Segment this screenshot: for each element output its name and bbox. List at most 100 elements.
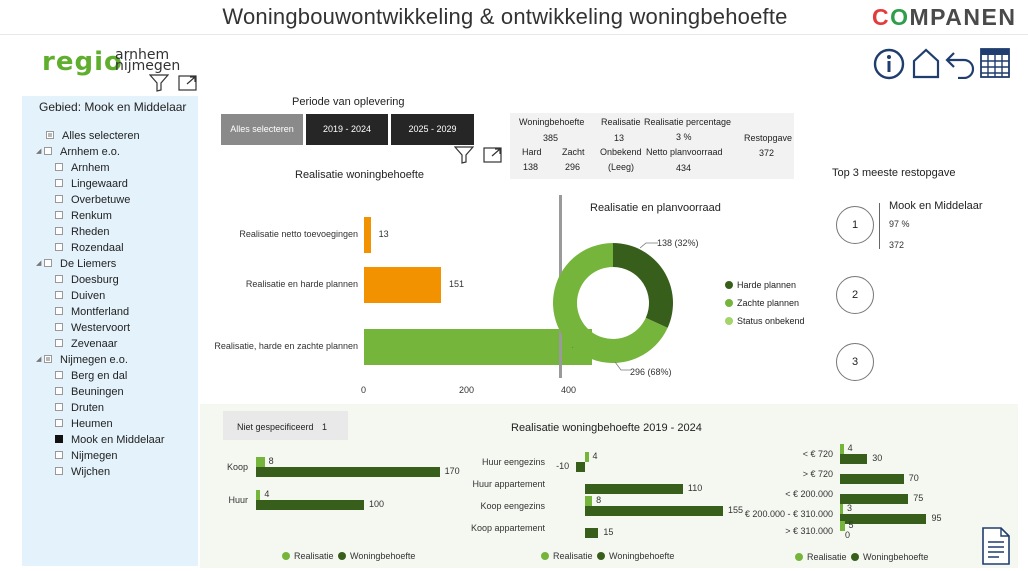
slicer-item[interactable]: Lingewaard	[55, 177, 128, 191]
checkbox[interactable]	[44, 147, 52, 156]
bar-realisatie[interactable]	[585, 452, 589, 462]
checkbox[interactable]	[55, 195, 63, 204]
report-icon[interactable]	[981, 527, 1011, 565]
bar-woningbehoefte[interactable]	[840, 494, 909, 504]
checkbox[interactable]	[55, 307, 63, 316]
chart1-bar[interactable]	[364, 329, 592, 365]
slicer-item[interactable]: Beuningen	[55, 385, 124, 399]
slicer-item[interactable]: Zevenaar	[55, 337, 117, 351]
slicer-item[interactable]: Mook en Middelaar	[55, 433, 165, 447]
bar-woningbehoefte[interactable]	[256, 467, 440, 477]
chart1-bar[interactable]	[364, 267, 441, 303]
top3-first-value: 372	[889, 240, 905, 250]
focus-mode-icon[interactable]	[483, 146, 503, 164]
kpi-label-woningbehoefte: Woningbehoefte	[519, 117, 585, 127]
checkbox[interactable]	[55, 435, 63, 444]
legend-zachte-plannen: Zachte plannen	[725, 298, 799, 308]
slicer-item[interactable]: Montferland	[55, 305, 129, 319]
bar-woningbehoefte[interactable]	[585, 506, 723, 516]
info-icon[interactable]	[873, 48, 905, 80]
bar-woningbehoefte[interactable]	[840, 514, 927, 524]
slicer-item[interactable]: Arnhem	[55, 161, 110, 175]
checkbox[interactable]	[55, 227, 63, 236]
filter-icon[interactable]	[149, 74, 169, 92]
bar-realisatie[interactable]	[840, 521, 845, 531]
slicer-item[interactable]: Berg en dal	[55, 369, 127, 383]
checkbox[interactable]	[55, 419, 63, 428]
checkbox[interactable]	[55, 275, 63, 284]
checkbox[interactable]	[55, 467, 63, 476]
slicer-item[interactable]: Renkum	[55, 209, 112, 223]
checkbox[interactable]	[44, 355, 52, 364]
slicer-item[interactable]: Overbetuwe	[55, 193, 130, 207]
bar-woningbehoefte[interactable]	[585, 528, 599, 538]
checkbox[interactable]	[55, 179, 63, 188]
top3-title: Top 3 meeste restopgave	[832, 167, 956, 179]
checkbox[interactable]	[55, 163, 63, 172]
chart1-bar[interactable]	[364, 217, 371, 253]
slicer-item[interactable]: ◢ Nijmegen e.o.	[36, 353, 128, 367]
focus-mode-icon[interactable]	[178, 74, 198, 92]
checkbox[interactable]	[55, 211, 63, 220]
slicer-item[interactable]: ◢ Arnhem e.o.	[36, 145, 120, 159]
bar-realisatie[interactable]	[256, 490, 261, 500]
slicer-item[interactable]: Druten	[55, 401, 104, 415]
collapse-caret-icon[interactable]: ◢	[36, 148, 42, 156]
home-icon[interactable]	[911, 47, 941, 79]
bar-realisatie[interactable]	[840, 444, 844, 454]
slicer-item[interactable]: Alles selecteren	[46, 129, 140, 143]
bar-woningbehoefte-value: 30	[872, 453, 883, 463]
bottom-category-label: Huur	[228, 495, 248, 505]
bar-woningbehoefte[interactable]	[576, 462, 585, 472]
slicer-item-label: De Liemers	[60, 258, 117, 270]
bar-woningbehoefte[interactable]	[256, 500, 364, 510]
checkbox[interactable]	[55, 451, 63, 460]
chart1-value-label: 13	[378, 229, 389, 239]
checkbox[interactable]	[55, 387, 63, 396]
bottom-category-label: Koop eengezins	[480, 501, 545, 511]
niet-label: Niet gespecificeerd	[237, 422, 314, 432]
collapse-caret-icon[interactable]: ◢	[36, 260, 42, 268]
slicer-item[interactable]: Doesburg	[55, 273, 119, 287]
chart1-value-label: 151	[449, 279, 465, 289]
bar-realisatie-value: 4	[592, 451, 598, 461]
slicer-item-label: Nijmegen	[71, 450, 118, 462]
donut-slice-zachte-plannen[interactable]	[553, 243, 668, 363]
slicer-item[interactable]: Rozendaal	[55, 241, 124, 255]
periode-button-2019-2024[interactable]: 2019 - 2024	[306, 114, 388, 145]
checkbox[interactable]	[44, 259, 52, 268]
donut-leader-zacht	[615, 362, 631, 371]
periode-button-2025-2029[interactable]: 2025 - 2029	[391, 114, 474, 145]
periode-button-alles[interactable]: Alles selecteren	[221, 114, 303, 145]
checkbox[interactable]	[55, 243, 63, 252]
slicer-item[interactable]: Westervoort	[55, 321, 130, 335]
bar-realisatie[interactable]	[840, 504, 843, 514]
back-icon[interactable]	[944, 47, 976, 79]
donut-slice-harde-plannen[interactable]	[613, 243, 673, 328]
checkbox[interactable]	[55, 403, 63, 412]
slicer-item[interactable]: ◢ De Liemers	[36, 257, 116, 271]
page-title: Woningbouwontwikkeling & ontwikkeling wo…	[222, 4, 788, 29]
bottom-category-label: Koop appartement	[470, 523, 545, 533]
bar-woningbehoefte[interactable]	[585, 484, 683, 494]
checkbox[interactable]	[55, 371, 63, 380]
slicer-item[interactable]: Wijchen	[55, 465, 110, 479]
filter-icon[interactable]	[454, 146, 474, 164]
slicer-item[interactable]: Nijmegen	[55, 449, 117, 463]
bar-realisatie[interactable]	[585, 496, 593, 506]
slicer-item[interactable]: Rheden	[55, 225, 110, 239]
bottom-category-label: Koop	[226, 462, 248, 472]
top3-rank-2: 2	[836, 276, 874, 314]
slicer-item[interactable]: Duiven	[55, 289, 105, 303]
bar-woningbehoefte[interactable]	[840, 474, 904, 484]
slicer-item[interactable]: Heumen	[55, 417, 113, 431]
table-icon[interactable]	[979, 48, 1011, 78]
bar-woningbehoefte[interactable]	[840, 454, 868, 464]
checkbox[interactable]	[55, 339, 63, 348]
checkbox[interactable]	[46, 131, 54, 140]
collapse-caret-icon[interactable]: ◢	[36, 356, 42, 364]
checkbox[interactable]	[55, 323, 63, 332]
slicer-item-label: Zevenaar	[71, 338, 118, 350]
checkbox[interactable]	[55, 291, 63, 300]
bar-realisatie[interactable]	[256, 457, 265, 467]
